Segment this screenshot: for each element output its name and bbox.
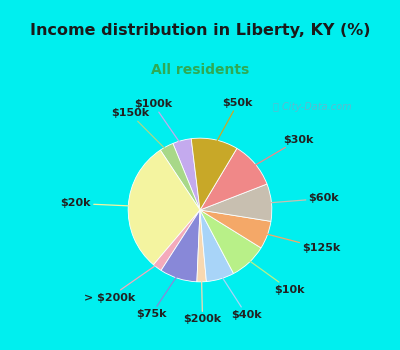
Text: Income distribution in Liberty, KY (%): Income distribution in Liberty, KY (%)	[30, 22, 370, 37]
Wedge shape	[200, 210, 261, 274]
Text: $60k: $60k	[266, 194, 339, 203]
Wedge shape	[197, 210, 206, 282]
Wedge shape	[200, 210, 234, 281]
Text: $200k: $200k	[184, 276, 222, 324]
Text: $125k: $125k	[262, 233, 340, 253]
Wedge shape	[200, 148, 267, 210]
Text: $20k: $20k	[60, 198, 134, 209]
Text: ⓘ City-Data.com: ⓘ City-Data.com	[273, 102, 351, 112]
Wedge shape	[200, 210, 271, 248]
Wedge shape	[161, 210, 200, 282]
Wedge shape	[173, 139, 200, 210]
Text: $100k: $100k	[134, 99, 182, 147]
Text: $40k: $40k	[220, 273, 262, 320]
Wedge shape	[154, 210, 200, 271]
Wedge shape	[128, 150, 200, 265]
Text: $50k: $50k	[214, 98, 253, 146]
Text: All residents: All residents	[151, 63, 249, 77]
Wedge shape	[191, 138, 237, 210]
Text: $150k: $150k	[111, 108, 168, 152]
Wedge shape	[160, 144, 200, 210]
Wedge shape	[200, 184, 272, 221]
Text: $75k: $75k	[136, 273, 179, 319]
Text: > $200k: > $200k	[84, 262, 160, 303]
Text: $10k: $10k	[245, 258, 305, 295]
Text: $30k: $30k	[251, 135, 314, 168]
